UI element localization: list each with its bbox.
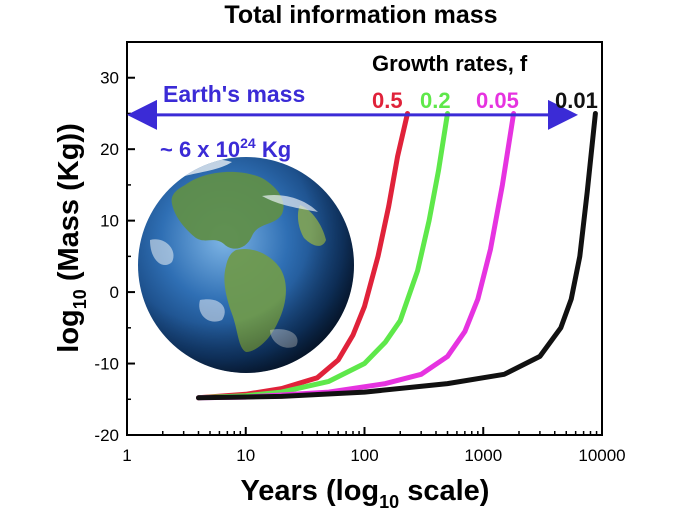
- y-tick-label: 0: [110, 283, 119, 302]
- legend-item-0_01: 0.01: [555, 88, 598, 113]
- x-tick-label: 1: [122, 446, 131, 465]
- x-tick-label: 1000: [464, 446, 502, 465]
- legend-title: Growth rates, f: [372, 51, 528, 76]
- series-line-0_01: [196, 111, 598, 401]
- earth-image: [138, 157, 354, 373]
- earth-mass-reference: Earth's mass: [127, 81, 578, 130]
- x-axis-label: Years (log10 scale): [241, 475, 490, 512]
- y-tick-label: -10: [94, 355, 119, 374]
- y-tick-label: -20: [94, 426, 119, 445]
- legend-item-0_05: 0.05: [476, 88, 519, 113]
- legend-item-0_2: 0.2: [420, 88, 451, 113]
- earth-mass-label: Earth's mass: [163, 81, 305, 107]
- earth-mass-annotation: ~ 6 x 1024 Kg: [160, 135, 291, 162]
- series-layer: [196, 111, 598, 401]
- axes: 1 10 100 1000 10000 -20 -10 0 10 20 30: [94, 69, 625, 465]
- x-tick-label: 100: [350, 446, 378, 465]
- y-tick-label: 20: [100, 140, 119, 159]
- chart-title: Total information mass: [224, 1, 497, 29]
- y-tick-label: 30: [100, 69, 119, 88]
- y-tick-label: 10: [100, 212, 119, 231]
- legend-item-0_5: 0.5: [372, 88, 403, 113]
- legend: Growth rates, f 0.5 0.2 0.05 0.01: [372, 51, 598, 113]
- series-line-0_5: [196, 111, 410, 401]
- y-axis-label: log10 (Mass (Kg)): [53, 123, 90, 352]
- x-tick-label: 10000: [578, 446, 625, 465]
- x-tick-label: 10: [236, 446, 255, 465]
